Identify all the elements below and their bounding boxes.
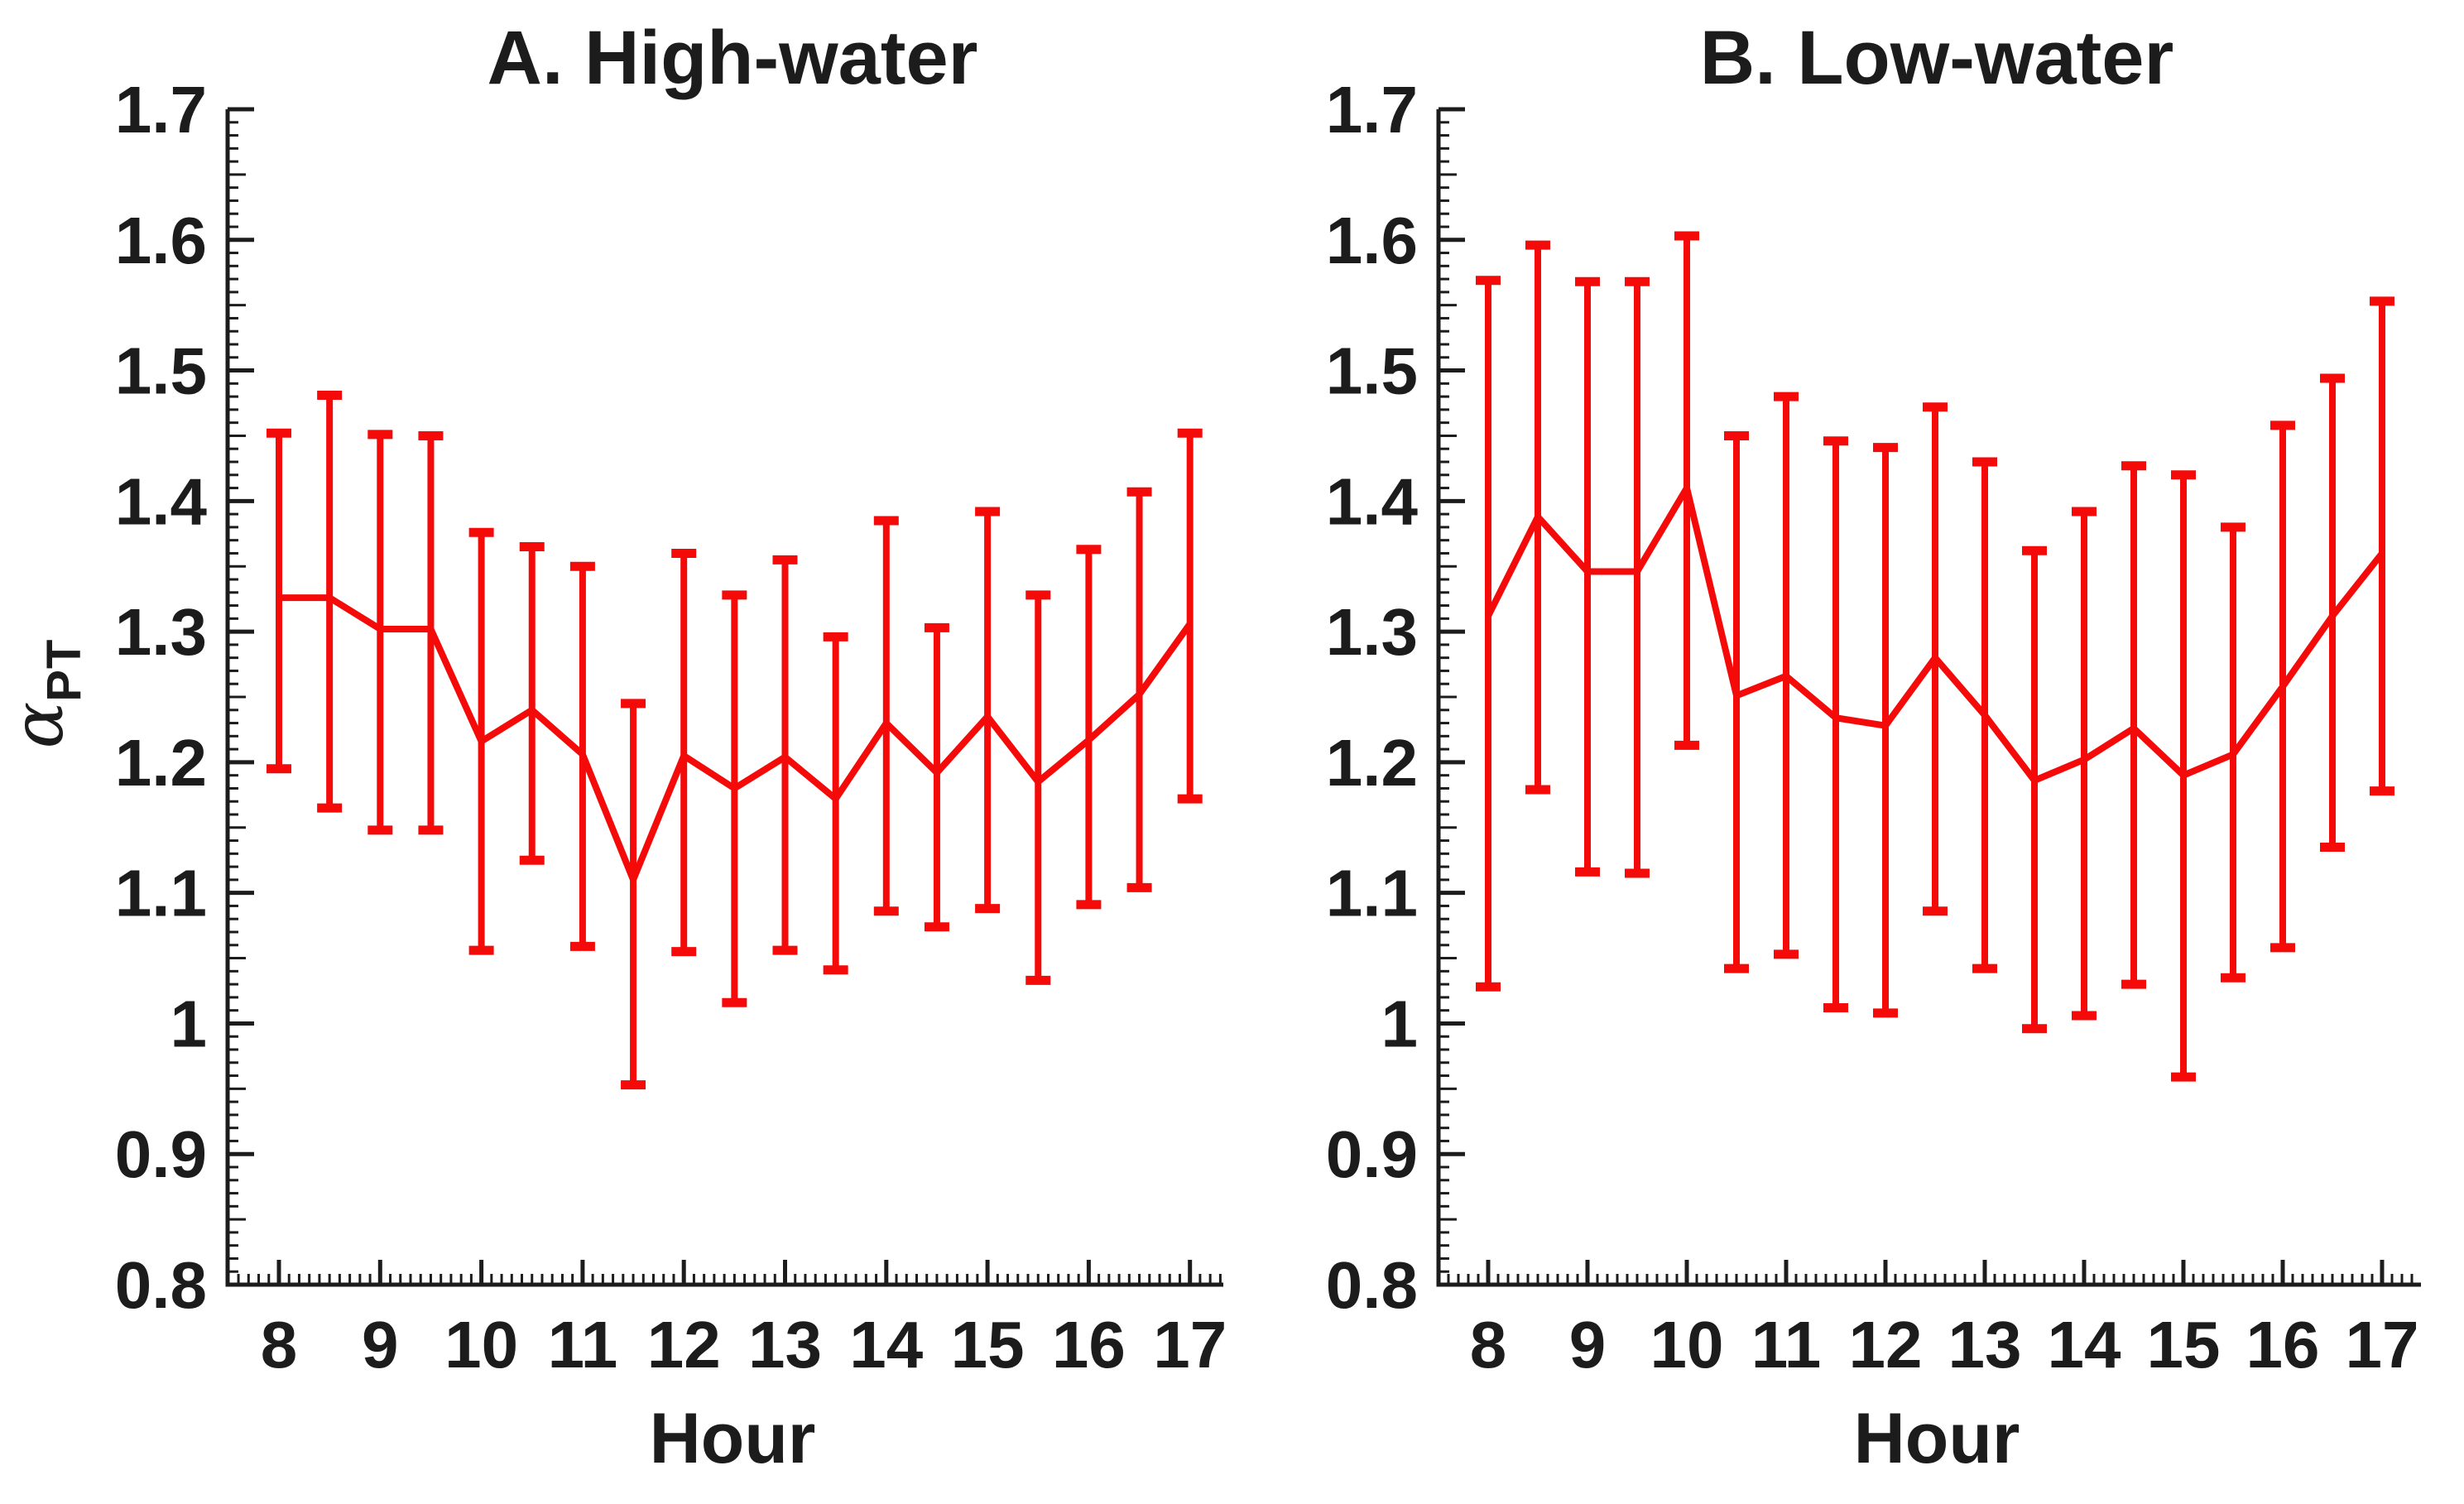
panel-a-y-tick-label: 1.1 bbox=[115, 857, 207, 930]
panel-a-x-tick-label: 17 bbox=[1153, 1308, 1227, 1381]
panel-a-x-tick-label: 15 bbox=[951, 1308, 1025, 1381]
panel-a-x-tick-label: 11 bbox=[548, 1308, 618, 1381]
panel-b-x-tick-label: 12 bbox=[1849, 1308, 1923, 1381]
panel-b-x-tick-label: 11 bbox=[1751, 1308, 1822, 1381]
panel-a-x-axis-label: Hour bbox=[649, 1399, 816, 1478]
panel-b-y-tick-label: 1.6 bbox=[1326, 204, 1418, 277]
panel-a-y-tick-label: 1.3 bbox=[115, 595, 207, 669]
panel-b-y-tick-label: 0.8 bbox=[1326, 1248, 1418, 1322]
panel-a-title: A. High-water bbox=[487, 16, 978, 100]
panel-b-x-tick-label: 15 bbox=[2147, 1308, 2221, 1381]
panel-b-title: B. Low-water bbox=[1699, 16, 2174, 100]
panel-a-y-tick-label: 1 bbox=[171, 987, 208, 1060]
panel-b-x-tick-label: 8 bbox=[1470, 1308, 1507, 1381]
panel-a-y-tick-label: 0.8 bbox=[115, 1248, 207, 1322]
panel-a-y-tick-label: 1.7 bbox=[115, 73, 207, 147]
panel-b-y-tick-label: 1.1 bbox=[1326, 857, 1418, 930]
panel-a-x-tick-label: 8 bbox=[261, 1308, 298, 1381]
panel-b-x-tick-label: 14 bbox=[2048, 1308, 2121, 1381]
panel-b-x-tick-label: 9 bbox=[1569, 1308, 1607, 1381]
panel-a-x-tick-label: 14 bbox=[849, 1308, 923, 1381]
panel-a-y-tick-label: 1.5 bbox=[115, 334, 207, 408]
panel-a-x-tick-label: 9 bbox=[362, 1308, 399, 1381]
panel-b-y-tick-label: 1.3 bbox=[1326, 595, 1418, 669]
panel-b-x-tick-label: 10 bbox=[1650, 1308, 1724, 1381]
panel-a-y-tick-label: 1.6 bbox=[115, 204, 207, 277]
panel-b-y-tick-label: 1.2 bbox=[1326, 726, 1418, 800]
panel-a-x-tick-label: 13 bbox=[748, 1308, 822, 1381]
panel-a-mean-line bbox=[279, 594, 1193, 883]
panel-b-x-tick-label: 17 bbox=[2346, 1308, 2419, 1381]
panel-b-x-tick-label: 16 bbox=[2246, 1308, 2320, 1381]
panel-a-y-axis-label: αPT bbox=[0, 639, 92, 749]
panel-b-y-tick-label: 1 bbox=[1381, 987, 1419, 1060]
panel-b-y-tick-label: 1.5 bbox=[1326, 334, 1418, 408]
panel-b-x-axis-label: Hour bbox=[1853, 1399, 2020, 1478]
panel-a-x-tick-label: 16 bbox=[1052, 1308, 1126, 1381]
panel-b-x-tick-label: 13 bbox=[1948, 1308, 2022, 1381]
panel-b-mean-line bbox=[1485, 484, 2385, 784]
panel-a-y-tick-label: 1.2 bbox=[115, 726, 207, 800]
panel-a-x-tick-label: 12 bbox=[647, 1308, 721, 1381]
panel-a-x-tick-label: 10 bbox=[444, 1308, 518, 1381]
panel-b-y-tick-label: 1.7 bbox=[1326, 73, 1418, 147]
alpha-subscript: PT bbox=[37, 638, 91, 702]
panel-b-y-tick-label: 1.4 bbox=[1326, 464, 1419, 538]
alpha-symbol: α bbox=[0, 701, 79, 749]
panel-a-y-tick-label: 0.9 bbox=[115, 1117, 207, 1191]
panel-a-y-tick-label: 1.4 bbox=[115, 464, 208, 538]
panel-b-y-tick-label: 0.9 bbox=[1326, 1117, 1418, 1191]
